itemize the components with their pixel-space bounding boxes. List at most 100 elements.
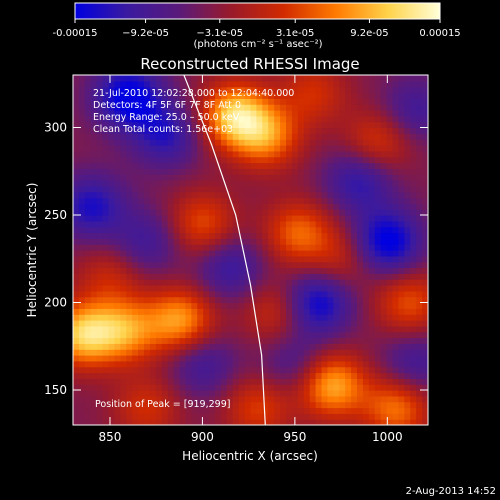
heatmap-cell: [291, 115, 299, 123]
heatmap-cell: [144, 215, 151, 222]
heatmap-cell: [126, 255, 133, 263]
heatmap-cell: [274, 320, 281, 327]
heatmap-cell: [303, 349, 311, 356]
heatmap-cell: [90, 366, 98, 374]
heatmap-cell: [244, 261, 252, 269]
heatmap-cell: [132, 203, 139, 210]
heatmap-cell: [73, 127, 80, 134]
heatmap-cell: [173, 226, 181, 234]
heatmap-cell: [321, 273, 329, 280]
heatmap-cell: [368, 331, 376, 339]
heatmap-cell: [96, 209, 104, 216]
heatmap-cell: [144, 226, 151, 234]
heatmap-cell: [268, 185, 275, 193]
heatmap-cell: [185, 325, 192, 333]
heatmap-cell: [149, 215, 157, 222]
heatmap-cell: [179, 180, 187, 187]
heatmap-cell: [84, 325, 92, 333]
heatmap-cell: [167, 407, 175, 414]
heatmap-cell: [149, 320, 157, 327]
heatmap-cell: [416, 168, 423, 175]
heatmap-cell: [96, 378, 104, 385]
heatmap-cell: [232, 220, 240, 228]
heatmap-cell: [144, 244, 151, 251]
heatmap-cell: [333, 226, 340, 234]
heatmap-cell: [167, 197, 175, 204]
heatmap-cell: [315, 145, 323, 152]
heatmap-cell: [102, 360, 110, 368]
heatmap-cell: [114, 285, 121, 292]
heatmap-cell: [410, 250, 417, 257]
heatmap-cell: [286, 390, 293, 397]
heatmap-cell: [339, 244, 346, 251]
heatmap-cell: [416, 378, 423, 385]
heatmap-cell: [345, 390, 352, 397]
heatmap-cell: [90, 395, 98, 403]
heatmap-cell: [78, 174, 86, 181]
heatmap-cell: [203, 150, 210, 158]
heatmap-cell: [144, 395, 151, 403]
heatmap-cell: [303, 133, 311, 140]
heatmap-cell: [114, 279, 121, 286]
heatmap-cell: [73, 419, 80, 425]
heatmap-cell: [161, 331, 169, 339]
heatmap-cell: [78, 401, 86, 409]
heatmap-cell: [280, 413, 287, 420]
heatmap-cell: [362, 104, 370, 111]
heatmap-cell: [173, 185, 181, 193]
heatmap-cell: [404, 355, 411, 362]
heatmap-cell: [226, 349, 234, 356]
heatmap-cell: [173, 127, 181, 134]
heatmap-cell: [351, 255, 358, 263]
heatmap-cell: [368, 320, 376, 327]
heatmap-cell: [209, 279, 216, 286]
heatmap-cell: [161, 250, 169, 257]
heatmap-cell: [78, 133, 86, 140]
heatmap-cell: [126, 75, 133, 82]
heatmap-cell: [392, 273, 400, 280]
heatmap-cell: [380, 174, 388, 181]
heatmap-cell: [226, 360, 234, 368]
heatmap-cell: [327, 384, 334, 391]
heatmap-cell: [410, 238, 417, 245]
heatmap-cell: [351, 343, 358, 350]
heatmap-cell: [73, 209, 80, 216]
heatmap-cell: [185, 220, 192, 228]
heatmap-cell: [380, 209, 388, 216]
heatmap-cell: [155, 80, 163, 88]
heatmap-cell: [126, 401, 133, 409]
heatmap-cell: [368, 191, 376, 199]
heatmap-cell: [209, 401, 216, 409]
heatmap-cell: [357, 355, 364, 362]
heatmap-cell: [250, 139, 258, 146]
heatmap-cell: [250, 261, 258, 269]
heatmap-cell: [374, 401, 382, 409]
heatmap-cell: [215, 320, 222, 327]
heatmap-cell: [286, 139, 293, 146]
y-tick-label: 300: [44, 121, 67, 135]
heatmap-cell: [238, 220, 246, 228]
heatmap-cell: [226, 419, 234, 425]
heatmap-cell: [96, 174, 104, 181]
heatmap-cell: [392, 174, 400, 181]
heatmap-cell: [102, 197, 110, 204]
heatmap-cell: [203, 238, 210, 245]
heatmap-cell: [416, 320, 423, 327]
heatmap-cell: [238, 366, 246, 374]
heatmap-cell: [179, 285, 187, 292]
heatmap-cell: [220, 191, 228, 199]
heatmap-cell: [232, 180, 240, 187]
heatmap-cell: [126, 104, 133, 111]
heatmap-cell: [362, 110, 370, 117]
heatmap-cell: [410, 180, 417, 187]
heatmap-cell: [209, 110, 216, 117]
heatmap-cell: [280, 215, 287, 222]
heatmap-cell: [339, 395, 346, 403]
heatmap-cell: [327, 279, 334, 286]
heatmap-cell: [315, 215, 323, 222]
heatmap-cell: [398, 384, 405, 391]
heatmap-cell: [220, 203, 228, 210]
heatmap-cell: [90, 121, 98, 129]
heatmap-cell: [149, 372, 157, 379]
heatmap-cell: [179, 127, 187, 134]
